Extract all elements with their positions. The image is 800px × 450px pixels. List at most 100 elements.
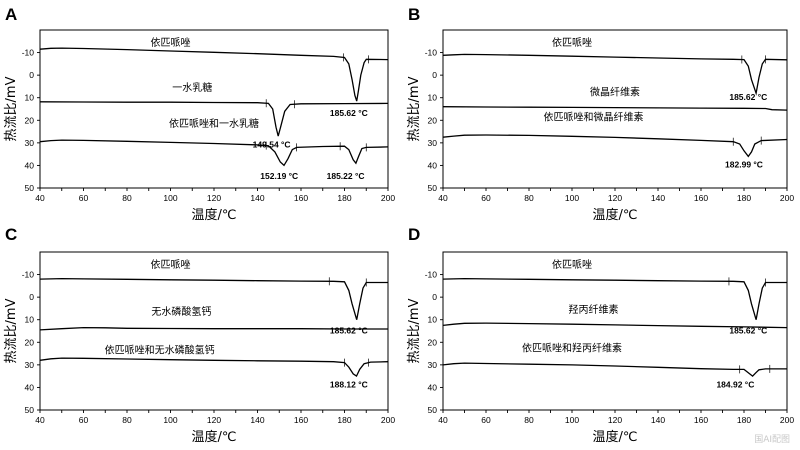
x-tick-label: 140	[651, 415, 665, 425]
y-tick-label: 0	[432, 292, 437, 302]
x-tick-label: 100	[565, 415, 579, 425]
panel-b: B40 60 80 100 120 140 160 180 200-1001020304050温…	[407, 5, 794, 223]
x-tick-label: 80	[524, 415, 534, 425]
peak-label: 182.99 °C	[725, 160, 763, 170]
peak-label: 185.62 °C	[330, 325, 368, 335]
x-axis-title: 温度/℃	[192, 207, 237, 223]
curve-label: 依匹哌唑	[151, 36, 191, 49]
dsc-curve	[442, 362, 787, 377]
x-axis-title: 温度/℃	[593, 207, 638, 223]
panel-letter: C	[5, 225, 17, 244]
curve-label: 羟丙纤维素	[569, 303, 619, 316]
curve-label: 一水乳糖	[172, 81, 212, 94]
panel-letter: B	[408, 5, 420, 24]
peak-label: 185.62 °C	[729, 92, 767, 102]
dsc-curve	[39, 139, 389, 167]
y-tick-label: 10	[428, 315, 438, 325]
x-axis-title: 温度/℃	[192, 429, 237, 445]
dsc-curve	[39, 277, 388, 320]
y-tick-label: 30	[25, 138, 35, 148]
x-tick-label: 40	[438, 415, 448, 425]
x-tick-label: 160	[294, 415, 308, 425]
curve-label: 依匹哌唑和无水磷酸氢钙	[105, 344, 215, 357]
x-tick-label: 120	[608, 193, 622, 203]
x-tick-label: 160	[694, 193, 708, 203]
x-tick-label: 100	[565, 193, 579, 203]
y-tick-label: 0	[29, 292, 34, 302]
panel-letter: A	[5, 5, 17, 24]
dsc-curve	[39, 357, 389, 378]
y-tick-label: 20	[428, 115, 438, 125]
curve-label: 依匹哌唑和一水乳糖	[169, 117, 259, 130]
curve-label: 无水磷酸氢钙	[151, 305, 211, 318]
x-tick-label: 40	[35, 193, 45, 203]
y-tick-label: 10	[428, 93, 438, 103]
y-tick-label: 20	[25, 337, 35, 347]
x-tick-label: 180	[337, 415, 351, 425]
x-tick-label: 180	[737, 193, 751, 203]
x-tick-label: 140	[250, 415, 264, 425]
x-tick-label: 80	[122, 193, 132, 203]
dsc-curve	[442, 322, 788, 329]
x-tick-label: 200	[780, 193, 794, 203]
x-tick-label: 200	[381, 415, 395, 425]
x-tick-label: 60	[79, 193, 89, 203]
dsc-curve	[39, 47, 389, 102]
x-tick-label: 40	[438, 193, 448, 203]
peak-label: 185.62 °C	[330, 108, 368, 118]
dsc-curve	[442, 106, 788, 111]
watermark: 国AI配图	[754, 434, 790, 445]
y-tick-label: 30	[25, 360, 35, 370]
y-tick-label: 50	[25, 183, 35, 193]
peak-label: 184.92 °C	[716, 379, 754, 389]
curve-label: 依匹哌唑	[552, 36, 592, 49]
y-axis-title: 热流比/mV	[4, 298, 19, 363]
y-tick-label: 40	[428, 160, 438, 170]
curve-label: 依匹哌唑和微晶纤维素	[544, 110, 644, 123]
y-tick-label: 50	[25, 405, 35, 415]
panel-d: D40 60 80 100 120 140 160 180 200-1001020304050温…	[407, 225, 794, 445]
curve-label: 依匹哌唑和羟丙纤维素	[522, 341, 622, 354]
dsc-curve	[39, 326, 388, 331]
x-tick-label: 140	[250, 193, 264, 203]
x-tick-label: 120	[608, 415, 622, 425]
dsc-curve	[442, 134, 788, 158]
x-tick-label: 160	[694, 415, 708, 425]
x-tick-label: 120	[207, 415, 221, 425]
x-tick-label: 160	[294, 193, 308, 203]
y-tick-label: 40	[428, 382, 438, 392]
peak-label: 188.12 °C	[330, 379, 368, 389]
y-tick-label: -10	[22, 270, 35, 280]
x-tick-label: 60	[79, 415, 89, 425]
y-tick-label: 10	[25, 315, 35, 325]
y-axis-title: 热流比/mV	[407, 298, 422, 363]
dsc-curve	[442, 53, 788, 96]
y-tick-label: 50	[428, 405, 438, 415]
x-tick-label: 80	[122, 415, 132, 425]
y-tick-label: 40	[25, 160, 35, 170]
y-tick-label: 40	[25, 382, 35, 392]
x-tick-label: 180	[737, 415, 751, 425]
y-tick-label: -10	[22, 48, 35, 58]
y-tick-label: -10	[425, 48, 438, 58]
x-tick-label: 180	[337, 193, 351, 203]
peak-label: 185.62 °C	[729, 325, 767, 335]
x-tick-label: 100	[163, 415, 177, 425]
panel-c: C40 60 80 100 120 140 160 180 200-1001020304050温…	[4, 225, 395, 445]
panel-letter: D	[408, 225, 420, 244]
peak-label: 149.54 °C	[253, 139, 291, 149]
curve-label: 微晶纤维素	[590, 85, 640, 98]
x-tick-label: 200	[381, 193, 395, 203]
y-tick-label: -10	[425, 270, 438, 280]
dsc-curve	[442, 277, 787, 320]
y-tick-label: 50	[428, 183, 438, 193]
dsc-curve	[39, 101, 389, 137]
x-tick-label: 60	[481, 193, 491, 203]
x-tick-label: 60	[481, 415, 491, 425]
curve-label: 依匹哌唑	[552, 258, 592, 271]
panel-a: A40 60 80 100 120 140 160 180 200-1001020304050温…	[4, 5, 395, 223]
x-tick-label: 120	[207, 193, 221, 203]
y-axis-title: 热流比/mV	[407, 76, 422, 141]
peak-label: 185.22 °C	[327, 171, 365, 181]
